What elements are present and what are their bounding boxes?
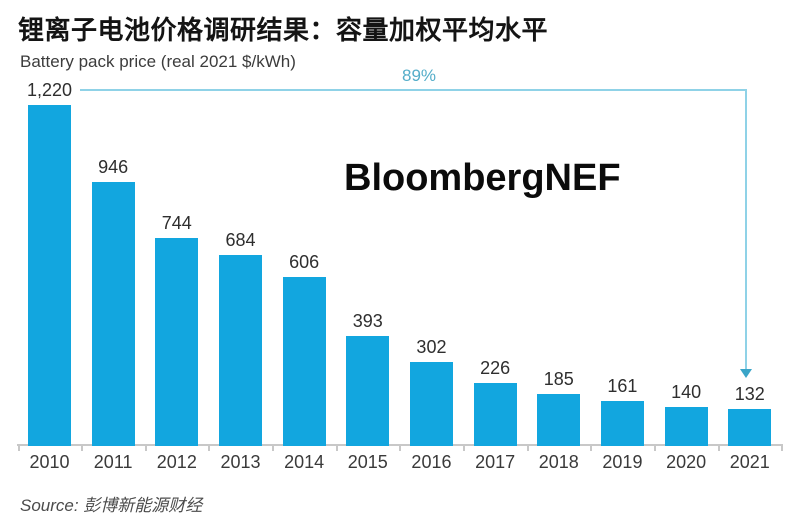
value-label-2020: 140 [671,381,702,402]
bar-2020 [664,406,708,446]
bar-2017 [473,382,517,446]
bloombergnef-watermark: BloombergNEF [344,157,621,199]
x-tick-label-2017: 2017 [475,452,516,472]
x-tick-label-2012: 2012 [156,452,197,472]
x-tick-label-2015: 2015 [347,452,388,472]
value-label-2021: 132 [734,384,765,405]
x-tick-label-2010: 2010 [29,452,70,472]
bar-2011 [91,181,135,446]
x-axis-tick [781,446,784,451]
bar-2018 [537,394,581,446]
x-axis-tick [144,446,147,451]
x-axis-tick [590,446,593,451]
value-label-2013: 684 [225,229,256,250]
x-tick-label-2011: 2011 [93,452,133,472]
bar-2013 [218,254,262,446]
arrow-down-icon [740,369,752,378]
value-label-2014: 606 [289,251,320,272]
x-tick-label-2021: 2021 [729,452,770,472]
x-tick-label-2013: 2013 [220,452,261,472]
value-label-2016: 302 [416,336,447,357]
x-axis-tick [335,446,338,451]
x-tick-label-2020: 2020 [666,452,707,472]
value-label-2011: 946 [98,156,129,177]
bar-2014 [282,276,326,446]
bar-2021 [728,409,772,446]
x-tick-label-2016: 2016 [411,452,452,472]
value-label-2017: 226 [480,357,511,378]
x-axis-line [17,444,783,446]
x-tick-label-2014: 2014 [284,452,325,472]
x-axis-tick [463,446,466,451]
annotation-percent-label: 89% [402,66,437,85]
axis-title: Battery pack price (real 2021 $/kWh) [20,52,296,71]
x-axis-tick [208,446,211,451]
bar-2019 [600,401,644,446]
x-axis-tick [717,446,720,451]
x-tick-label-2019: 2019 [602,452,643,472]
value-label-2010: 1,220 [26,80,73,100]
bar-2016 [409,361,453,446]
x-axis-tick [17,446,20,451]
annotation-vline [745,89,747,370]
x-tick-label-2018: 2018 [538,452,579,472]
x-axis-tick [272,446,275,451]
chart-title: 锂离子电池价格调研结果：容量加权平均水平 [18,15,549,45]
x-axis-tick [399,446,402,451]
value-label-2012: 744 [161,213,192,234]
x-axis-tick [526,446,529,451]
bar-2010 [28,105,71,446]
source-note: Source: 彭博新能源财经 [20,496,203,515]
annotation-hline [80,89,747,91]
x-axis-tick [81,446,84,451]
value-label-2019: 161 [607,375,638,396]
x-axis-tick [654,446,657,451]
value-label-2018: 185 [543,369,574,390]
bar-2015 [346,336,390,446]
bar-2012 [155,238,199,446]
value-label-2015: 393 [352,311,383,332]
